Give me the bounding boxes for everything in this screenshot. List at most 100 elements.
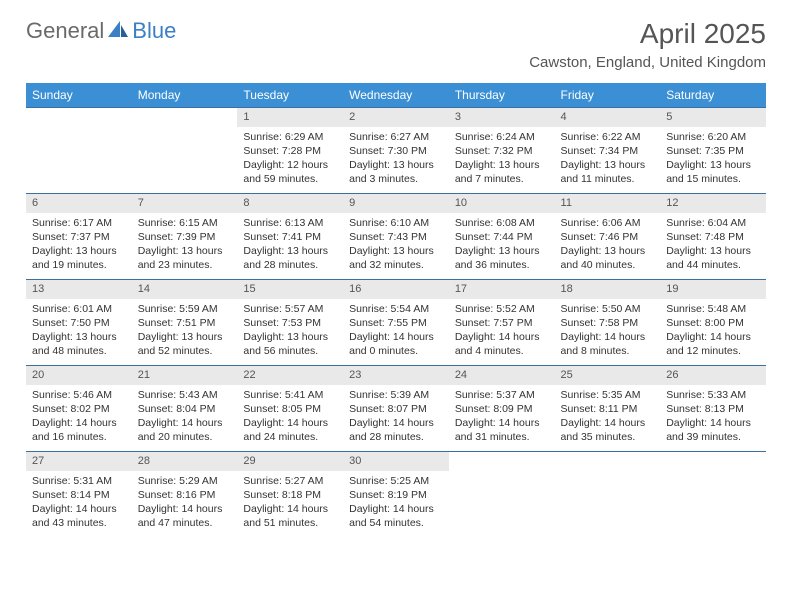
- daylight-line: Daylight: 14 hours and 0 minutes.: [349, 330, 443, 358]
- sunrise-line: Sunrise: 5:57 AM: [243, 302, 337, 316]
- sunrise-line: Sunrise: 6:24 AM: [455, 130, 549, 144]
- daylight-line: Daylight: 13 hours and 56 minutes.: [243, 330, 337, 358]
- calendar-day-cell: 21Sunrise: 5:43 AMSunset: 8:04 PMDayligh…: [132, 365, 238, 451]
- sunset-line: Sunset: 7:48 PM: [666, 230, 760, 244]
- calendar-day-cell: 19Sunrise: 5:48 AMSunset: 8:00 PMDayligh…: [660, 279, 766, 365]
- sunrise-line: Sunrise: 5:37 AM: [455, 388, 549, 402]
- calendar-week-row: 1Sunrise: 6:29 AMSunset: 7:28 PMDaylight…: [26, 107, 766, 193]
- sunset-line: Sunset: 8:07 PM: [349, 402, 443, 416]
- daylight-line: Daylight: 14 hours and 51 minutes.: [243, 502, 337, 530]
- sunset-line: Sunset: 7:34 PM: [561, 144, 655, 158]
- weekday-header: Tuesday: [237, 83, 343, 107]
- calendar-day-cell: 6Sunrise: 6:17 AMSunset: 7:37 PMDaylight…: [26, 193, 132, 279]
- sunrise-line: Sunrise: 5:41 AM: [243, 388, 337, 402]
- day-number: 6: [26, 193, 132, 213]
- daylight-line: Daylight: 14 hours and 43 minutes.: [32, 502, 126, 530]
- sunrise-line: Sunrise: 6:17 AM: [32, 216, 126, 230]
- sunrise-line: Sunrise: 5:52 AM: [455, 302, 549, 316]
- day-number: 28: [132, 451, 238, 471]
- calendar-day-cell: 17Sunrise: 5:52 AMSunset: 7:57 PMDayligh…: [449, 279, 555, 365]
- sunrise-line: Sunrise: 6:10 AM: [349, 216, 443, 230]
- calendar-day-cell: 5Sunrise: 6:20 AMSunset: 7:35 PMDaylight…: [660, 107, 766, 193]
- sunrise-line: Sunrise: 6:01 AM: [32, 302, 126, 316]
- calendar-week-row: 6Sunrise: 6:17 AMSunset: 7:37 PMDaylight…: [26, 193, 766, 279]
- sunrise-line: Sunrise: 6:06 AM: [561, 216, 655, 230]
- daylight-line: Daylight: 13 hours and 3 minutes.: [349, 158, 443, 186]
- day-number: 14: [132, 279, 238, 299]
- calendar-day-cell: 27Sunrise: 5:31 AMSunset: 8:14 PMDayligh…: [26, 451, 132, 537]
- day-details: Sunrise: 5:33 AMSunset: 8:13 PMDaylight:…: [660, 385, 766, 449]
- daylight-line: Daylight: 14 hours and 39 minutes.: [666, 416, 760, 444]
- day-details: Sunrise: 5:29 AMSunset: 8:16 PMDaylight:…: [132, 471, 238, 535]
- daylight-line: Daylight: 13 hours and 48 minutes.: [32, 330, 126, 358]
- day-number: 9: [343, 193, 449, 213]
- sunrise-line: Sunrise: 6:08 AM: [455, 216, 549, 230]
- day-details: Sunrise: 6:24 AMSunset: 7:32 PMDaylight:…: [449, 127, 555, 191]
- daylight-line: Daylight: 13 hours and 15 minutes.: [666, 158, 760, 186]
- calendar-day-cell: 11Sunrise: 6:06 AMSunset: 7:46 PMDayligh…: [555, 193, 661, 279]
- sunrise-line: Sunrise: 5:43 AM: [138, 388, 232, 402]
- calendar-day-cell: 7Sunrise: 6:15 AMSunset: 7:39 PMDaylight…: [132, 193, 238, 279]
- day-details: Sunrise: 6:15 AMSunset: 7:39 PMDaylight:…: [132, 213, 238, 277]
- day-details: Sunrise: 5:52 AMSunset: 7:57 PMDaylight:…: [449, 299, 555, 363]
- sunset-line: Sunset: 7:57 PM: [455, 316, 549, 330]
- day-details: Sunrise: 5:27 AMSunset: 8:18 PMDaylight:…: [237, 471, 343, 535]
- day-details: Sunrise: 5:37 AMSunset: 8:09 PMDaylight:…: [449, 385, 555, 449]
- day-details: Sunrise: 5:25 AMSunset: 8:19 PMDaylight:…: [343, 471, 449, 535]
- day-number: [660, 451, 766, 471]
- day-number: 1: [237, 107, 343, 127]
- calendar-day-cell: 20Sunrise: 5:46 AMSunset: 8:02 PMDayligh…: [26, 365, 132, 451]
- day-number: 7: [132, 193, 238, 213]
- day-number: [132, 107, 238, 127]
- calendar-day-cell: 15Sunrise: 5:57 AMSunset: 7:53 PMDayligh…: [237, 279, 343, 365]
- sunrise-line: Sunrise: 5:50 AM: [561, 302, 655, 316]
- day-number: 12: [660, 193, 766, 213]
- day-details: Sunrise: 6:06 AMSunset: 7:46 PMDaylight:…: [555, 213, 661, 277]
- day-details: Sunrise: 6:20 AMSunset: 7:35 PMDaylight:…: [660, 127, 766, 191]
- calendar-day-cell: 9Sunrise: 6:10 AMSunset: 7:43 PMDaylight…: [343, 193, 449, 279]
- sunrise-line: Sunrise: 5:48 AM: [666, 302, 760, 316]
- sunrise-line: Sunrise: 6:20 AM: [666, 130, 760, 144]
- calendar-body: 1Sunrise: 6:29 AMSunset: 7:28 PMDaylight…: [26, 107, 766, 537]
- day-number: 5: [660, 107, 766, 127]
- calendar-day-cell: 23Sunrise: 5:39 AMSunset: 8:07 PMDayligh…: [343, 365, 449, 451]
- day-details: Sunrise: 6:04 AMSunset: 7:48 PMDaylight:…: [660, 213, 766, 277]
- sunset-line: Sunset: 7:32 PM: [455, 144, 549, 158]
- sunset-line: Sunset: 7:58 PM: [561, 316, 655, 330]
- day-number: 24: [449, 365, 555, 385]
- sunset-line: Sunset: 8:19 PM: [349, 488, 443, 502]
- daylight-line: Daylight: 14 hours and 28 minutes.: [349, 416, 443, 444]
- calendar-day-cell: 30Sunrise: 5:25 AMSunset: 8:19 PMDayligh…: [343, 451, 449, 537]
- calendar-week-row: 13Sunrise: 6:01 AMSunset: 7:50 PMDayligh…: [26, 279, 766, 365]
- daylight-line: Daylight: 13 hours and 40 minutes.: [561, 244, 655, 272]
- day-details: Sunrise: 6:27 AMSunset: 7:30 PMDaylight:…: [343, 127, 449, 191]
- calendar-empty-cell: [449, 451, 555, 537]
- daylight-line: Daylight: 13 hours and 19 minutes.: [32, 244, 126, 272]
- day-number: 8: [237, 193, 343, 213]
- sunset-line: Sunset: 7:35 PM: [666, 144, 760, 158]
- sunrise-line: Sunrise: 6:15 AM: [138, 216, 232, 230]
- day-number: 26: [660, 365, 766, 385]
- daylight-line: Daylight: 13 hours and 28 minutes.: [243, 244, 337, 272]
- day-details: Sunrise: 5:46 AMSunset: 8:02 PMDaylight:…: [26, 385, 132, 449]
- day-details: Sunrise: 6:13 AMSunset: 7:41 PMDaylight:…: [237, 213, 343, 277]
- day-details: Sunrise: 6:29 AMSunset: 7:28 PMDaylight:…: [237, 127, 343, 191]
- daylight-line: Daylight: 14 hours and 31 minutes.: [455, 416, 549, 444]
- calendar-empty-cell: [660, 451, 766, 537]
- sunrise-line: Sunrise: 5:27 AM: [243, 474, 337, 488]
- day-number: 2: [343, 107, 449, 127]
- day-number: 17: [449, 279, 555, 299]
- weekday-header: Saturday: [660, 83, 766, 107]
- day-number: 27: [26, 451, 132, 471]
- logo-text-gray: General: [26, 18, 104, 44]
- calendar-day-cell: 26Sunrise: 5:33 AMSunset: 8:13 PMDayligh…: [660, 365, 766, 451]
- daylight-line: Daylight: 14 hours and 35 minutes.: [561, 416, 655, 444]
- sunset-line: Sunset: 7:30 PM: [349, 144, 443, 158]
- sunrise-line: Sunrise: 6:27 AM: [349, 130, 443, 144]
- day-details: Sunrise: 5:41 AMSunset: 8:05 PMDaylight:…: [237, 385, 343, 449]
- day-details: Sunrise: 5:57 AMSunset: 7:53 PMDaylight:…: [237, 299, 343, 363]
- day-number: 23: [343, 365, 449, 385]
- day-number: 29: [237, 451, 343, 471]
- calendar-week-row: 20Sunrise: 5:46 AMSunset: 8:02 PMDayligh…: [26, 365, 766, 451]
- calendar-day-cell: 13Sunrise: 6:01 AMSunset: 7:50 PMDayligh…: [26, 279, 132, 365]
